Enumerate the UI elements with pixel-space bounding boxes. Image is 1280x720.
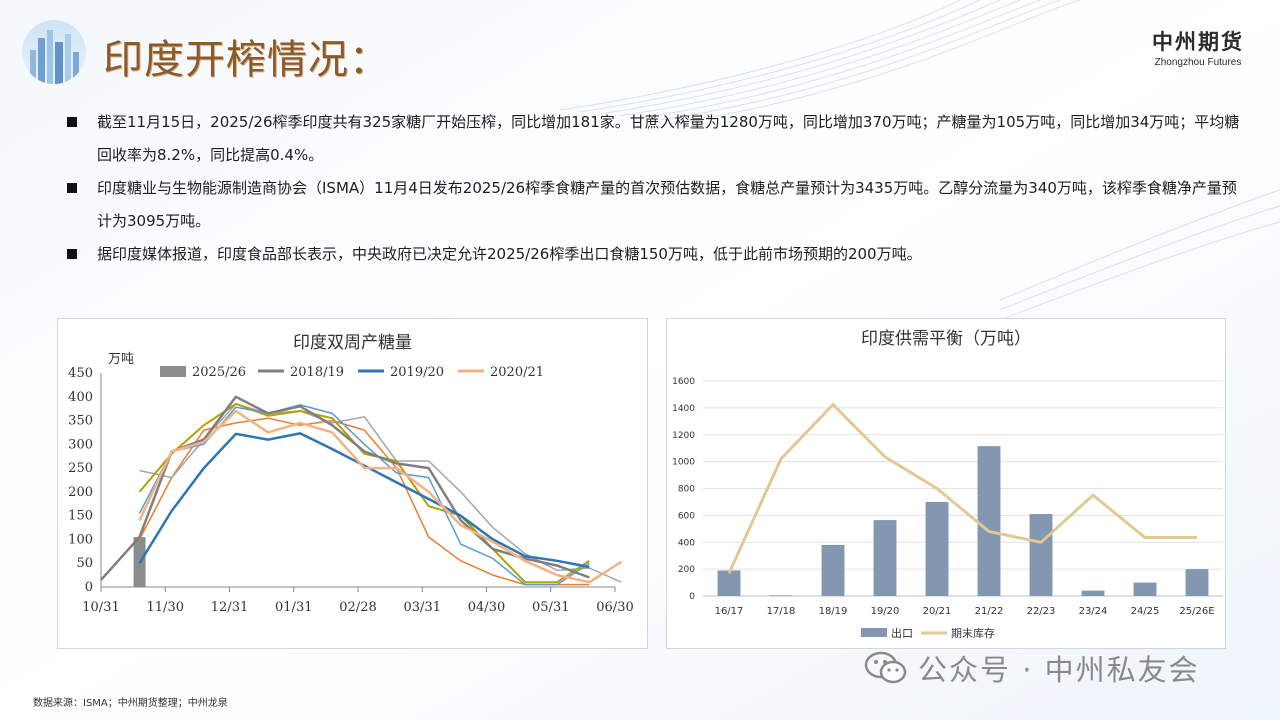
legend-label: 期末库存 [951, 626, 995, 640]
x-tick-label: 19/20 [871, 606, 900, 617]
legend-label: 2020/21 [490, 365, 544, 380]
x-tick-label: 23/24 [1079, 606, 1108, 617]
y-tick-label: 1400 [672, 404, 695, 414]
bar-export [717, 570, 741, 596]
bar-export [769, 595, 793, 596]
bar-export [1029, 514, 1053, 596]
y-tick-label: 250 [68, 461, 93, 476]
x-tick-label: 21/22 [975, 606, 1004, 617]
y-tick-label: 50 [76, 556, 93, 571]
bullet-list: 截至11月15日，2025/26榨季印度共有325家糖厂开始压榨，同比增加181… [67, 106, 1247, 271]
bar-export [977, 446, 1001, 596]
bullet-text: 印度糖业与生物能源制造商协会（ISMA）11月4日发布2025/26榨季食糖产量… [97, 179, 1237, 230]
y-tick-label: 600 [678, 511, 695, 521]
x-tick-label: 11/30 [147, 600, 184, 615]
data-source-note: 数据来源：ISMA；中州期货整理；中州龙泉 [33, 698, 228, 709]
bar-export [873, 520, 897, 596]
bar-export [1185, 569, 1209, 596]
square-bullet-icon [67, 249, 77, 259]
city-skyline-icon [22, 20, 86, 84]
x-tick-label: 03/31 [404, 600, 441, 615]
page-title: 印度开榨情况： [103, 37, 390, 83]
x-tick-label: 01/31 [275, 600, 312, 615]
y-tick-label: 350 [68, 414, 93, 429]
legend-label: 2018/19 [290, 365, 344, 380]
bar-export [925, 501, 949, 596]
bar-export [1133, 582, 1157, 596]
y-tick-label: 400 [678, 538, 695, 548]
brand-name-cn: 中州期货 [1152, 30, 1244, 54]
y-tick-label: 300 [68, 437, 93, 452]
x-tick-label: 25/26E [1179, 606, 1214, 617]
legend-swatch [160, 366, 186, 377]
brand-logo: 中州期货 Zhongzhou Futures [1152, 26, 1244, 68]
x-tick-label: 06/30 [596, 600, 633, 615]
y-tick-label: 200 [68, 485, 93, 500]
y-axis-unit: 万吨 [108, 352, 134, 367]
x-tick-label: 18/19 [819, 606, 848, 617]
chart-title: 印度供需平衡（万吨） [861, 329, 1031, 349]
x-tick-label: 02/28 [339, 600, 376, 615]
legend-label: 2019/20 [390, 365, 444, 380]
x-tick-label: 22/23 [1027, 606, 1056, 617]
x-tick-label: 10/31 [82, 600, 119, 615]
x-tick-label: 17/18 [767, 606, 796, 617]
watermark: 公众号 · 中州私友会 [864, 647, 1200, 689]
legend-swatch-export [861, 628, 887, 637]
bullet-text: 截至11月15日，2025/26榨季印度共有325家糖厂开始压榨，同比增加181… [97, 113, 1240, 164]
x-tick-label: 05/31 [532, 600, 569, 615]
bullet-item: 截至11月15日，2025/26榨季印度共有325家糖厂开始压榨，同比增加181… [67, 106, 1247, 172]
x-tick-label: 16/17 [715, 606, 744, 617]
brand-name-en: Zhongzhou Futures [1154, 57, 1242, 68]
y-tick-label: 200 [678, 565, 695, 575]
y-tick-label: 100 [68, 532, 93, 547]
bar-export [1081, 590, 1105, 596]
legend-label: 2025/26 [192, 365, 246, 380]
x-tick-label: 04/30 [468, 600, 505, 615]
square-bullet-icon [67, 117, 77, 127]
y-tick-label: 150 [68, 509, 93, 524]
supply-demand-chart: 印度供需平衡（万吨） 0 200 400 600 800 1000 1200 1400 1600 1… [666, 318, 1226, 649]
series-line-2019-20 [138, 432, 590, 569]
x-tick-label: 20/21 [923, 606, 952, 617]
bullet-text: 据印度媒体报道，印度食品部长表示，中央政府已决定允许2025/26榨季出口食糖1… [97, 245, 922, 263]
y-tick-label: 450 [68, 366, 93, 381]
y-tick-label: 800 [678, 485, 695, 495]
wechat-icon [864, 651, 908, 685]
bullet-item: 据印度媒体报道，印度食品部长表示，中央政府已决定允许2025/26榨季出口食糖1… [67, 238, 1247, 271]
y-tick-label: 400 [68, 390, 93, 405]
y-tick-label: 0 [689, 592, 695, 602]
square-bullet-icon [67, 183, 77, 193]
series-line-2020-21 [138, 409, 623, 584]
sugar-output-chart: 印度双周产糖量万吨 0 50 100 150 200 250 300 350 400 450 10/3… [57, 318, 648, 649]
line-ending-stock [727, 403, 1197, 574]
series-line [138, 402, 590, 584]
supply-demand-chart-svg: 印度供需平衡（万吨） 0 200 400 600 800 1000 1200 1400 1600 1… [672, 329, 1223, 640]
y-tick-label: 0 [85, 580, 93, 595]
x-tick-label: 24/25 [1131, 606, 1160, 617]
watermark-text: 公众号 · 中州私友会 [918, 653, 1200, 687]
y-tick-label: 1200 [672, 431, 695, 441]
bar-export [821, 544, 845, 596]
bullet-item: 印度糖业与生物能源制造商协会（ISMA）11月4日发布2025/26榨季食糖产量… [67, 172, 1247, 238]
y-tick-label: 1000 [672, 458, 695, 468]
x-tick-label: 12/31 [211, 600, 248, 615]
chart-title: 印度双周产糖量 [293, 333, 412, 353]
y-tick-label: 1600 [672, 377, 695, 387]
legend-label: 出口 [891, 626, 913, 640]
